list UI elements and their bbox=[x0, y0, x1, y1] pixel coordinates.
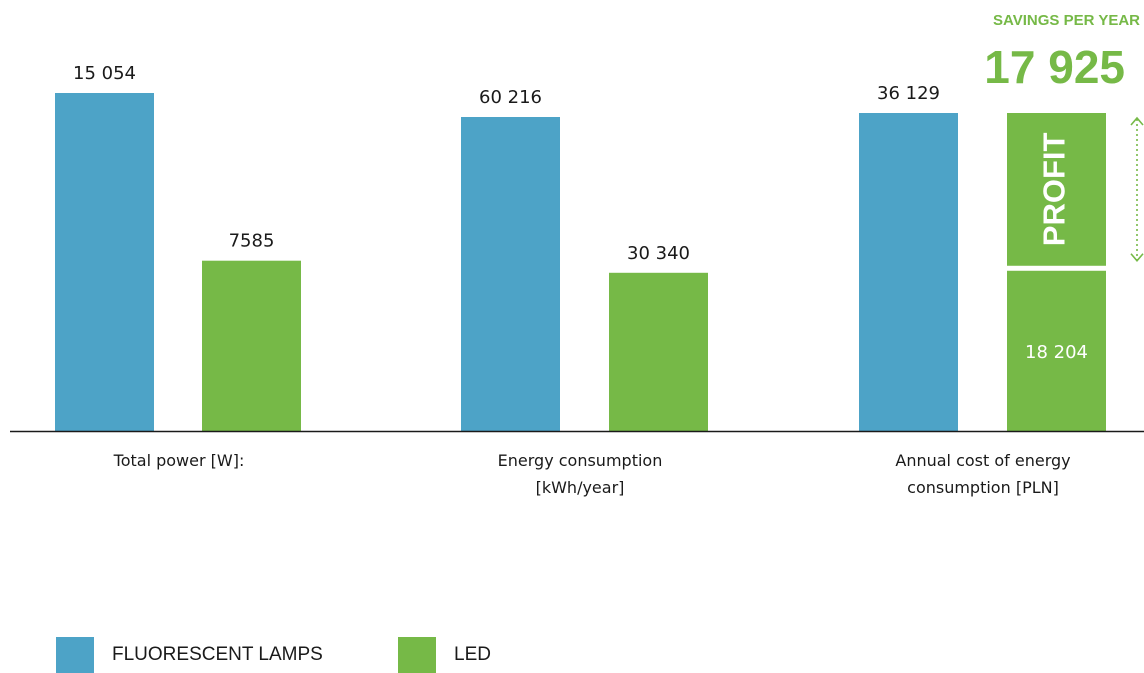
legend-label-fluorescent: FLUORESCENT LAMPS bbox=[112, 644, 323, 665]
data-label-fluorescent-0: 15 054 bbox=[73, 63, 136, 84]
savings-arrow-top bbox=[1130, 116, 1144, 126]
category-label-0-line-0: Total power [W]: bbox=[113, 451, 245, 470]
profit-label: PROFIT bbox=[1037, 132, 1072, 246]
profit-segment bbox=[1007, 113, 1106, 266]
legend-swatch-fluorescent bbox=[56, 637, 94, 673]
legend-item-fluorescent: FLUORESCENT LAMPS bbox=[56, 637, 323, 673]
legend-label-led: LED bbox=[454, 644, 491, 665]
legend-swatch-led bbox=[398, 637, 436, 673]
bar-led-0 bbox=[202, 260, 301, 431]
category-label-1-line-0: Energy consumption bbox=[498, 451, 663, 470]
bar-fluorescent-2 bbox=[859, 113, 958, 431]
data-label-led-0: 7585 bbox=[229, 231, 275, 252]
savings-per-year-label: SAVINGS PER YEAR bbox=[993, 12, 1140, 29]
data-label-led-1: 30 340 bbox=[627, 243, 690, 264]
bar-led-1 bbox=[609, 272, 708, 431]
bar-fluorescent-0 bbox=[55, 93, 154, 431]
legend-item-led: LED bbox=[398, 637, 491, 673]
savings-per-year-value: 17 925 bbox=[984, 41, 1125, 93]
category-label-2-line-1: consumption [PLN] bbox=[907, 478, 1059, 497]
savings-arrow-bottom bbox=[1130, 253, 1144, 263]
data-label-fluorescent-1: 60 216 bbox=[479, 87, 542, 108]
category-label-1-line-1: [kWh/year] bbox=[536, 478, 625, 497]
bar-led-2 bbox=[1007, 270, 1106, 431]
data-label-fluorescent-2: 36 129 bbox=[877, 83, 940, 104]
data-label-led-2: 18 204 bbox=[1025, 342, 1088, 363]
bar-fluorescent-1 bbox=[461, 117, 560, 431]
category-label-2-line-0: Annual cost of energy bbox=[895, 451, 1070, 470]
